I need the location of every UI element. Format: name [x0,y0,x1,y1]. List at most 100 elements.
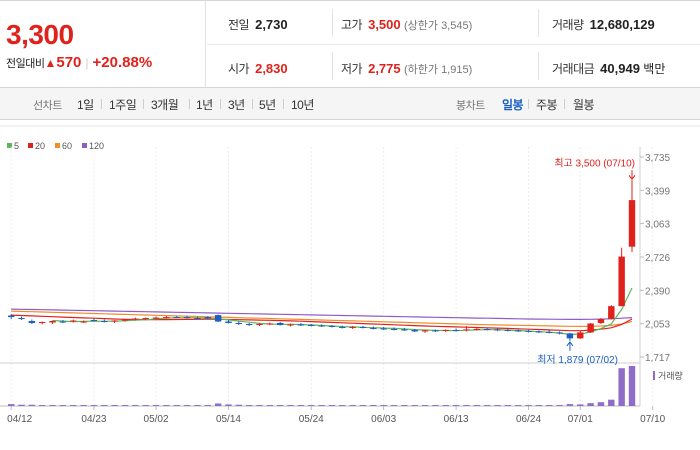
y-tick-label: 2,053 [645,320,670,331]
volume-bar [494,405,501,406]
volume-bar [535,405,543,406]
tab-5y[interactable]: 5년 [259,98,276,112]
volume-bar [308,405,315,406]
y-tick-label: 3,735 [645,153,670,164]
candle-body [370,327,377,329]
x-tick-label: 04/12 [7,414,32,425]
candle-body [152,317,160,319]
x-tick-label: 07/10 [640,414,665,425]
tab-1d[interactable]: 1일 [77,98,94,112]
candle-body [28,321,36,324]
volume-bar [566,404,574,406]
volume-bar [577,404,584,406]
candle-body [80,321,87,323]
change-line: 전일대비▲570 | +20.88% [6,54,152,71]
candle-body [618,256,625,307]
tab-3m[interactable]: 3개월 [151,98,179,112]
volume-bar [421,405,429,406]
change-divider: | [85,56,89,70]
tab-daily[interactable]: 일봉 [502,98,524,112]
trade-amount: 거래대금 40,949 백만 [552,61,666,76]
volume-bar [132,405,139,406]
candle-body [183,317,191,319]
candle-body [349,326,356,328]
candle-body [546,331,553,333]
candle-body [587,323,594,333]
candle-chart-label: 봉차트 [456,100,485,112]
volume-bar [349,405,356,406]
candle-body [339,326,346,328]
volume-bar [225,404,232,406]
volume-bar [142,405,149,406]
candle-body [132,318,139,320]
x-tick-label: 06/13 [444,414,469,425]
candle-body [142,318,149,320]
tab-1y[interactable]: 1년 [196,98,213,112]
ma120-line [11,308,633,320]
legend-swatch [55,143,60,148]
volume-bar [235,404,243,406]
quote-row-divider [207,44,700,45]
candle-body [204,317,211,319]
tab-1w[interactable]: 1주일 [109,98,137,112]
volume-bar [7,404,15,406]
ma20-line [11,314,633,332]
volume-bar [28,404,36,406]
low-price: 저가 2,775 (하한가 1,915) [341,61,473,76]
volume-bar [256,405,263,406]
volume-bar [183,405,191,406]
current-price: 3,300 [6,19,74,50]
volume-bar [18,404,25,406]
volume-bar [163,405,170,406]
volume-bar [111,405,118,406]
candle-body [235,323,243,325]
y-tick-label: 2,390 [645,286,670,297]
volume-bar [39,405,46,406]
candle-body [535,331,543,333]
volume-bar [390,405,398,406]
candle-body [245,323,253,325]
candles [7,180,636,341]
candle-body [483,328,491,330]
candle-body [597,319,605,324]
high-price: 고가 3,500 (상한가 3,545) [341,17,473,32]
candle-body [525,330,532,332]
price-chart: 5 20 60 120 최고 3,500 (07/10) 최저 1,879 (07/02… [0,121,700,450]
col-divider-1 [332,9,333,37]
candle-body [59,321,67,323]
volume-bar [49,405,56,406]
y-tick-label: 3,399 [645,186,670,197]
candle-body [556,332,563,334]
ma-legend: 5 20 60 120 [7,141,104,151]
tab-3y[interactable]: 3년 [228,98,245,112]
volume-bar [370,405,377,406]
candle-body [566,333,574,339]
legend-label: 20 [35,141,45,151]
candle-body [318,325,325,327]
volume-bar [618,368,625,406]
volume-bar [463,405,470,406]
candle-body [49,321,56,323]
volume-bar [121,405,129,406]
x-tick-label: 06/03 [371,414,396,425]
candle-body [390,328,398,330]
col-divider-2 [332,52,333,80]
volume-bar [514,405,522,406]
volume-bar [432,405,439,406]
volume-bar [556,405,563,406]
candle-body [276,323,284,325]
volume-bar [587,403,594,406]
candle-body [514,330,522,332]
tab-monthly[interactable]: 월봉 [573,98,595,112]
candle-body [442,329,449,331]
candle-body [18,318,25,320]
volume-bar [328,405,336,406]
tab-weekly[interactable]: 주봉 [536,98,558,112]
x-tick-label: 05/14 [216,414,241,425]
tab-10y[interactable]: 10년 [291,98,314,112]
candle-body [577,332,584,339]
volume-bar [266,405,274,406]
y-axis: 3,735 3,399 3,063 2,726 2,390 2,053 1,717 [640,153,670,364]
volume-bar [525,405,532,406]
ma60-line [11,310,633,328]
